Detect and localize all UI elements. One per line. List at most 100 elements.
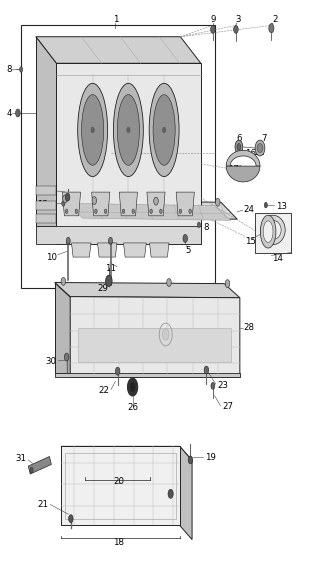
Text: 26: 26: [127, 403, 138, 412]
Polygon shape: [226, 166, 260, 182]
Polygon shape: [124, 243, 146, 257]
Text: 2: 2: [272, 15, 277, 24]
Text: 6: 6: [236, 134, 241, 143]
Bar: [255, 213, 291, 253]
Circle shape: [132, 209, 135, 214]
Polygon shape: [57, 200, 75, 217]
Circle shape: [122, 209, 125, 214]
Ellipse shape: [117, 94, 139, 165]
Circle shape: [197, 222, 201, 228]
Text: 17: 17: [228, 165, 239, 174]
Polygon shape: [36, 37, 201, 63]
Text: 16: 16: [245, 149, 256, 158]
Text: 27: 27: [222, 402, 233, 411]
Circle shape: [62, 201, 65, 206]
Polygon shape: [55, 373, 240, 377]
Circle shape: [204, 366, 209, 374]
Text: 31: 31: [16, 454, 27, 463]
Text: 21: 21: [38, 500, 49, 509]
Circle shape: [104, 209, 107, 214]
Text: 19: 19: [205, 453, 216, 462]
Circle shape: [237, 144, 241, 150]
Text: 18: 18: [113, 538, 124, 547]
Circle shape: [183, 234, 188, 242]
Circle shape: [92, 197, 97, 205]
Circle shape: [63, 195, 67, 203]
Polygon shape: [109, 242, 112, 244]
Ellipse shape: [113, 83, 143, 176]
Circle shape: [69, 515, 73, 523]
Ellipse shape: [153, 94, 175, 165]
Polygon shape: [36, 201, 56, 210]
Text: 4: 4: [6, 108, 12, 118]
Text: 30: 30: [45, 357, 56, 366]
Ellipse shape: [263, 221, 273, 242]
Polygon shape: [28, 457, 51, 474]
Text: 15: 15: [245, 237, 256, 246]
Circle shape: [65, 209, 68, 214]
Circle shape: [162, 127, 166, 133]
Circle shape: [115, 367, 120, 375]
Polygon shape: [62, 192, 81, 216]
Text: 24: 24: [244, 205, 255, 214]
Text: 8: 8: [6, 65, 12, 74]
Text: 7: 7: [261, 134, 266, 143]
Polygon shape: [70, 297, 240, 377]
Polygon shape: [66, 242, 70, 244]
Circle shape: [179, 209, 182, 214]
Circle shape: [234, 25, 238, 33]
Polygon shape: [57, 200, 237, 219]
Circle shape: [235, 140, 243, 154]
Circle shape: [211, 383, 215, 389]
Circle shape: [65, 193, 70, 201]
Text: 14: 14: [272, 254, 283, 263]
Text: 20: 20: [113, 477, 124, 486]
Text: 1: 1: [113, 15, 118, 24]
Ellipse shape: [149, 83, 179, 176]
Polygon shape: [150, 243, 169, 257]
Circle shape: [95, 209, 97, 214]
Polygon shape: [61, 446, 180, 525]
Polygon shape: [119, 192, 137, 216]
Circle shape: [269, 24, 274, 33]
Text: 12: 12: [37, 200, 48, 209]
Text: 23: 23: [218, 381, 229, 390]
Polygon shape: [92, 192, 110, 216]
Circle shape: [130, 383, 135, 392]
Text: 11: 11: [105, 264, 116, 273]
Text: 10: 10: [46, 253, 57, 262]
Circle shape: [127, 378, 138, 396]
Ellipse shape: [82, 94, 104, 165]
Text: 3: 3: [236, 15, 241, 24]
Circle shape: [225, 280, 230, 288]
Polygon shape: [55, 282, 70, 373]
Polygon shape: [98, 243, 117, 257]
Ellipse shape: [260, 215, 276, 248]
Polygon shape: [55, 282, 240, 298]
Polygon shape: [78, 328, 231, 362]
Polygon shape: [36, 186, 56, 195]
Ellipse shape: [255, 140, 265, 156]
Polygon shape: [72, 243, 91, 257]
Circle shape: [154, 197, 158, 205]
Circle shape: [75, 209, 78, 214]
Circle shape: [61, 277, 66, 285]
Circle shape: [150, 209, 152, 214]
Circle shape: [109, 237, 112, 244]
Circle shape: [211, 25, 215, 33]
Circle shape: [168, 489, 173, 498]
Polygon shape: [67, 203, 231, 220]
Circle shape: [66, 237, 70, 244]
Text: 22: 22: [99, 386, 110, 396]
Polygon shape: [36, 214, 56, 223]
Polygon shape: [176, 192, 194, 216]
Circle shape: [127, 127, 130, 133]
Text: 29: 29: [97, 284, 108, 293]
Circle shape: [188, 456, 193, 464]
Polygon shape: [36, 37, 56, 226]
Polygon shape: [56, 63, 201, 244]
Circle shape: [16, 109, 20, 117]
Polygon shape: [61, 446, 192, 460]
Polygon shape: [180, 446, 192, 540]
Circle shape: [30, 467, 33, 473]
